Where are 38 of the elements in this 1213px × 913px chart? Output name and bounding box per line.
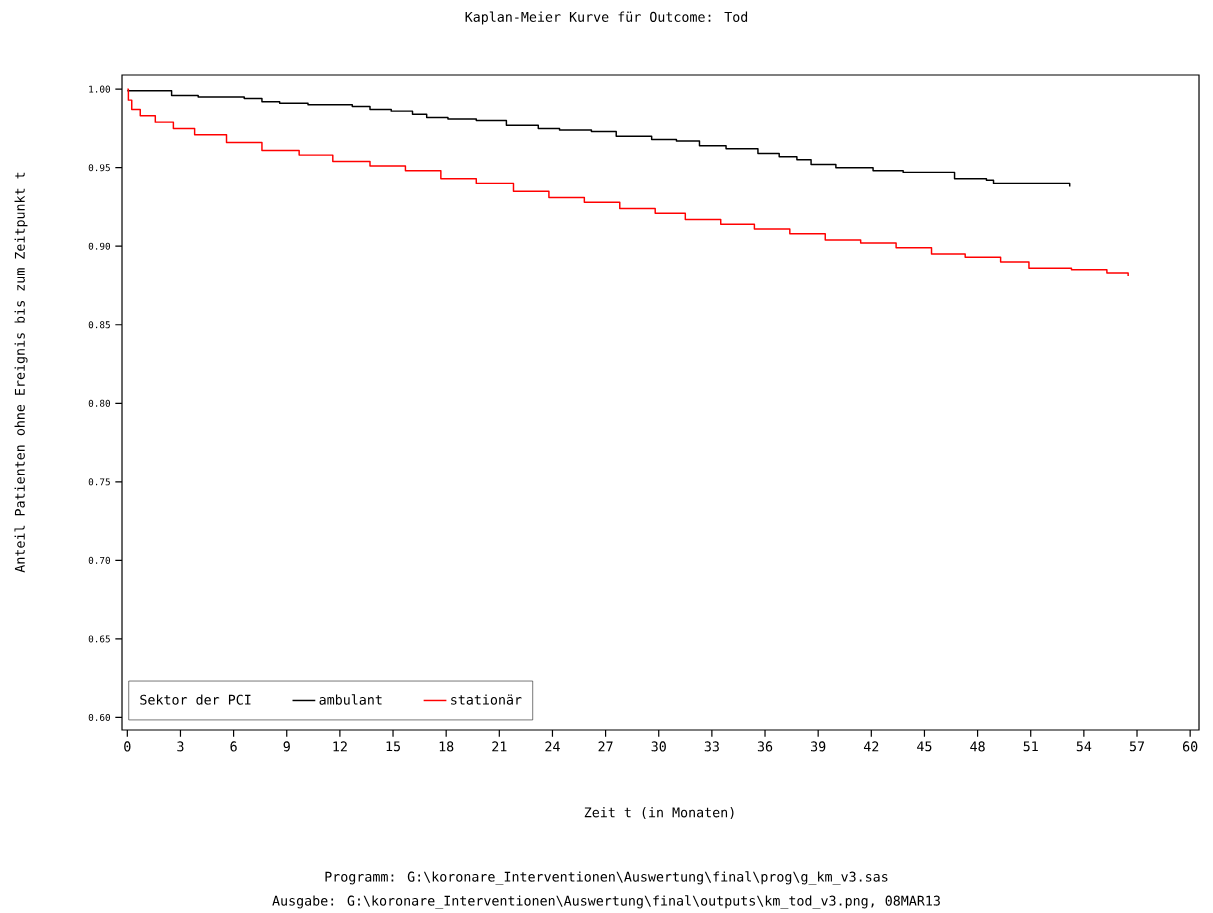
y-tick-label: 0.85 <box>88 321 110 329</box>
x-tick-label: 12 <box>333 741 347 752</box>
x-tick-label: 6 <box>230 741 237 752</box>
x-tick-label: 60 <box>1182 741 1198 752</box>
x-tick-label: 39 <box>811 741 826 752</box>
x-tick-label: 54 <box>1076 741 1092 752</box>
x-tick-label: 24 <box>545 741 560 752</box>
x-tick-label: 57 <box>1129 741 1145 752</box>
legend-label: ambulant <box>319 694 382 705</box>
legend-label: stationär <box>451 694 522 705</box>
x-tick-label: 0 <box>124 741 131 752</box>
x-tick-label: 27 <box>598 741 613 752</box>
x-axis-title: Zeit t (in Monaten) <box>584 807 734 819</box>
x-tick-label: 45 <box>917 741 932 752</box>
x-tick-label: 3 <box>177 741 184 752</box>
y-tick-label: 0.95 <box>88 164 110 172</box>
x-tick-label: 36 <box>757 741 773 752</box>
x-tick-label: 48 <box>970 741 985 752</box>
y-tick-label: 1.00 <box>89 85 111 93</box>
text: Ausgabe: G:\koronare_Interventionen\Auswertung\final\outputs\km_tod_v3.png, 08MAR13 <box>272 895 940 909</box>
chart-title: Kaplan-Meier Kurve für Outcome: Tod <box>465 11 748 25</box>
y-tick-label: 0.70 <box>88 556 111 564</box>
y-axis-title: Anteil Patienten ohne Ereignis bis zum Zeitpunkt t <box>14 172 28 573</box>
y-tick-label: 0.60 <box>88 713 111 721</box>
y-tick-label: 0.65 <box>88 635 110 643</box>
x-tick-label: 9 <box>283 741 290 752</box>
x-tick-label: 21 <box>492 741 507 752</box>
text: Programm: G:\koronare_Interventionen\Auswertung\final\prog\g_km_v3.sas <box>325 871 888 885</box>
x-tick-label: 30 <box>651 741 666 752</box>
x-tick-label: 33 <box>704 741 719 752</box>
y-tick-label: 0.80 <box>88 399 111 407</box>
x-tick-label: 18 <box>439 741 454 752</box>
x-tick-label: 42 <box>863 741 879 752</box>
y-tick-label: 0.90 <box>88 242 111 250</box>
legend-title: Sektor der PCI <box>140 694 251 705</box>
x-tick-label: 51 <box>1023 741 1038 752</box>
x-tick-label: 15 <box>386 741 400 752</box>
y-tick-label: 0.75 <box>88 478 110 486</box>
